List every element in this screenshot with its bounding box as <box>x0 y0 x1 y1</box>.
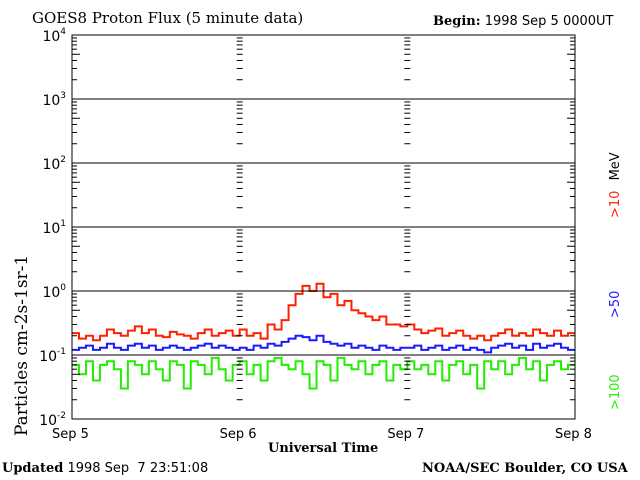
updated-time: Updated 1998 Sep 7 23:51:08 <box>2 461 208 476</box>
x-tick-label: Sep 6 <box>220 427 257 442</box>
updated-value: 1998 Sep 7 23:51:08 <box>67 461 209 476</box>
x-tick-label: Sep 5 <box>52 427 89 442</box>
updated-label: Updated <box>2 461 64 476</box>
y-tick-label: 103 <box>42 91 66 109</box>
legend-gt10: >10 MeV <box>608 152 623 218</box>
begin-label: Begin: <box>433 14 481 29</box>
credit-text: NOAA/SEC Boulder, CO USA <box>422 461 628 476</box>
x-tick-label: Sep 8 <box>555 427 592 442</box>
x-tick-label: Sep 7 <box>387 427 424 442</box>
y-tick-label: 104 <box>42 27 66 45</box>
y-tick-label: 101 <box>42 219 66 237</box>
x-axis-label: Universal Time <box>268 441 379 456</box>
legend-gt100: >100 <box>608 374 623 410</box>
begin-value: 1998 Sep 5 0000UT <box>484 14 614 29</box>
series-line-gt100 <box>72 356 575 390</box>
y-axis-label: Particles cm-2s-1sr-1 <box>12 254 32 436</box>
y-tick-label: 10-1 <box>39 347 66 365</box>
y-tick-label: 102 <box>42 155 66 173</box>
series-line-gt50 <box>72 334 575 354</box>
begin-time: Begin: 1998 Sep 5 0000UT <box>433 14 613 29</box>
series-line-gt10 <box>72 282 575 342</box>
legend-mev-unit: MeV <box>608 152 623 181</box>
chart-title: GOES8 Proton Flux (5 minute data) <box>32 9 304 27</box>
legend-gt50: >50 <box>608 290 623 318</box>
legend-gt10-label: >10 <box>608 190 623 218</box>
y-tick-label: 100 <box>42 283 66 301</box>
